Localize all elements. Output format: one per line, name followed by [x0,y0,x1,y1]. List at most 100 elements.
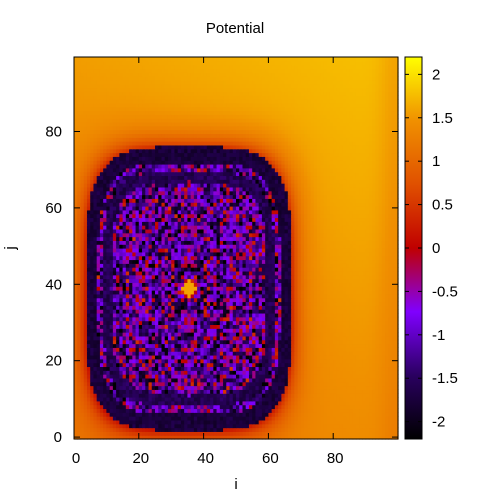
heatmap-cell [119,416,124,421]
heatmap-cell [77,393,82,398]
heatmap-cell [174,354,179,360]
heatmap-cell [206,408,211,413]
heatmap-cell [200,416,205,421]
heatmap-cell [93,293,98,299]
heatmap-cell [242,374,247,379]
heatmap-cell [252,377,257,383]
heatmap-cell [135,435,140,440]
heatmap-cell [336,290,341,295]
heatmap-cell [255,385,260,390]
heatmap-cell [359,427,363,432]
heatmap-cell [248,431,253,436]
heatmap-cell [148,282,153,287]
heatmap-cell [103,404,107,410]
heatmap-cell [161,297,166,303]
heatmap-cell [145,381,150,387]
heatmap-cell [333,290,338,295]
heatmap-cell [388,301,393,306]
heatmap-cell [375,282,380,287]
heatmap-cell [242,297,247,303]
heatmap-cell [135,423,140,429]
heatmap-cell [161,305,166,310]
heatmap-cell [329,370,334,375]
heatmap-cell [125,427,130,432]
heatmap-cell [320,389,325,394]
heatmap-cell [83,293,88,299]
heatmap-cell [294,389,299,394]
heatmap-cell [245,274,250,280]
heatmap-cell [129,351,133,356]
heatmap-cell [287,435,292,440]
heatmap-cell [158,293,163,299]
heatmap-cell [180,354,185,360]
heatmap-cell [339,412,344,417]
heatmap-cell [122,316,127,322]
heatmap-cell [281,351,286,356]
heatmap-cell [167,389,172,394]
heatmap-cell [142,274,146,280]
heatmap-cell [116,396,120,402]
heatmap-cell [281,270,286,276]
heatmap-cell [80,286,85,291]
heatmap-cell [135,309,140,314]
heatmap-cell [158,431,163,436]
heatmap-cell [291,290,295,295]
heatmap-cell [258,270,263,276]
heatmap-cell [291,374,295,379]
heatmap-cell [326,377,331,383]
heatmap-cell [278,316,282,322]
heatmap-cell [184,400,188,406]
heatmap-cell [197,416,201,421]
heatmap-cell [287,324,292,329]
heatmap-cell [229,377,234,383]
heatmap-cell [193,274,198,280]
heatmap-cell [148,419,153,425]
heatmap-cell [155,412,159,417]
heatmap-cell [112,370,117,375]
heatmap-cell [365,423,370,429]
heatmap-cell [333,358,338,364]
heatmap-cell [210,332,214,337]
heatmap-cell [258,267,263,272]
heatmap-cell [203,347,208,352]
heatmap-cell [164,393,169,398]
heatmap-cell [174,389,179,394]
heatmap-cell [83,347,88,352]
heatmap-cell [112,358,117,364]
heatmap-cell [184,339,188,345]
heatmap-cell [129,332,133,337]
heatmap-cell [167,278,172,283]
heatmap-cell [349,305,354,310]
heatmap-cell [80,385,85,390]
heatmap-cell [80,293,85,299]
heatmap-cell [346,412,350,417]
heatmap-cell [80,423,85,429]
heatmap-cell [291,270,295,276]
heatmap-cell [223,309,227,314]
heatmap-cell [297,370,302,375]
heatmap-cell [355,362,360,368]
heatmap-cell [145,362,150,368]
heatmap-cell [206,377,211,383]
heatmap-cell [206,332,211,337]
heatmap-cell [142,335,146,341]
heatmap-cell [103,358,107,364]
heatmap-cell [239,343,244,348]
heatmap-cell [171,274,176,280]
heatmap-cell [177,335,182,341]
heatmap-cell [391,385,396,390]
heatmap-cell [93,374,98,379]
heatmap-cell [346,435,350,440]
heatmap-cell [74,366,78,371]
heatmap-cell [300,389,305,394]
heatmap-cell [167,400,172,406]
heatmap-cell [307,374,312,379]
heatmap-cell [229,332,234,337]
heatmap-cell [180,416,185,421]
heatmap-cell [226,354,231,360]
heatmap-cell [83,278,88,283]
heatmap-cell [336,362,341,368]
heatmap-cell [226,358,231,364]
heatmap-cell [320,412,325,417]
heatmap-cell [239,332,244,337]
